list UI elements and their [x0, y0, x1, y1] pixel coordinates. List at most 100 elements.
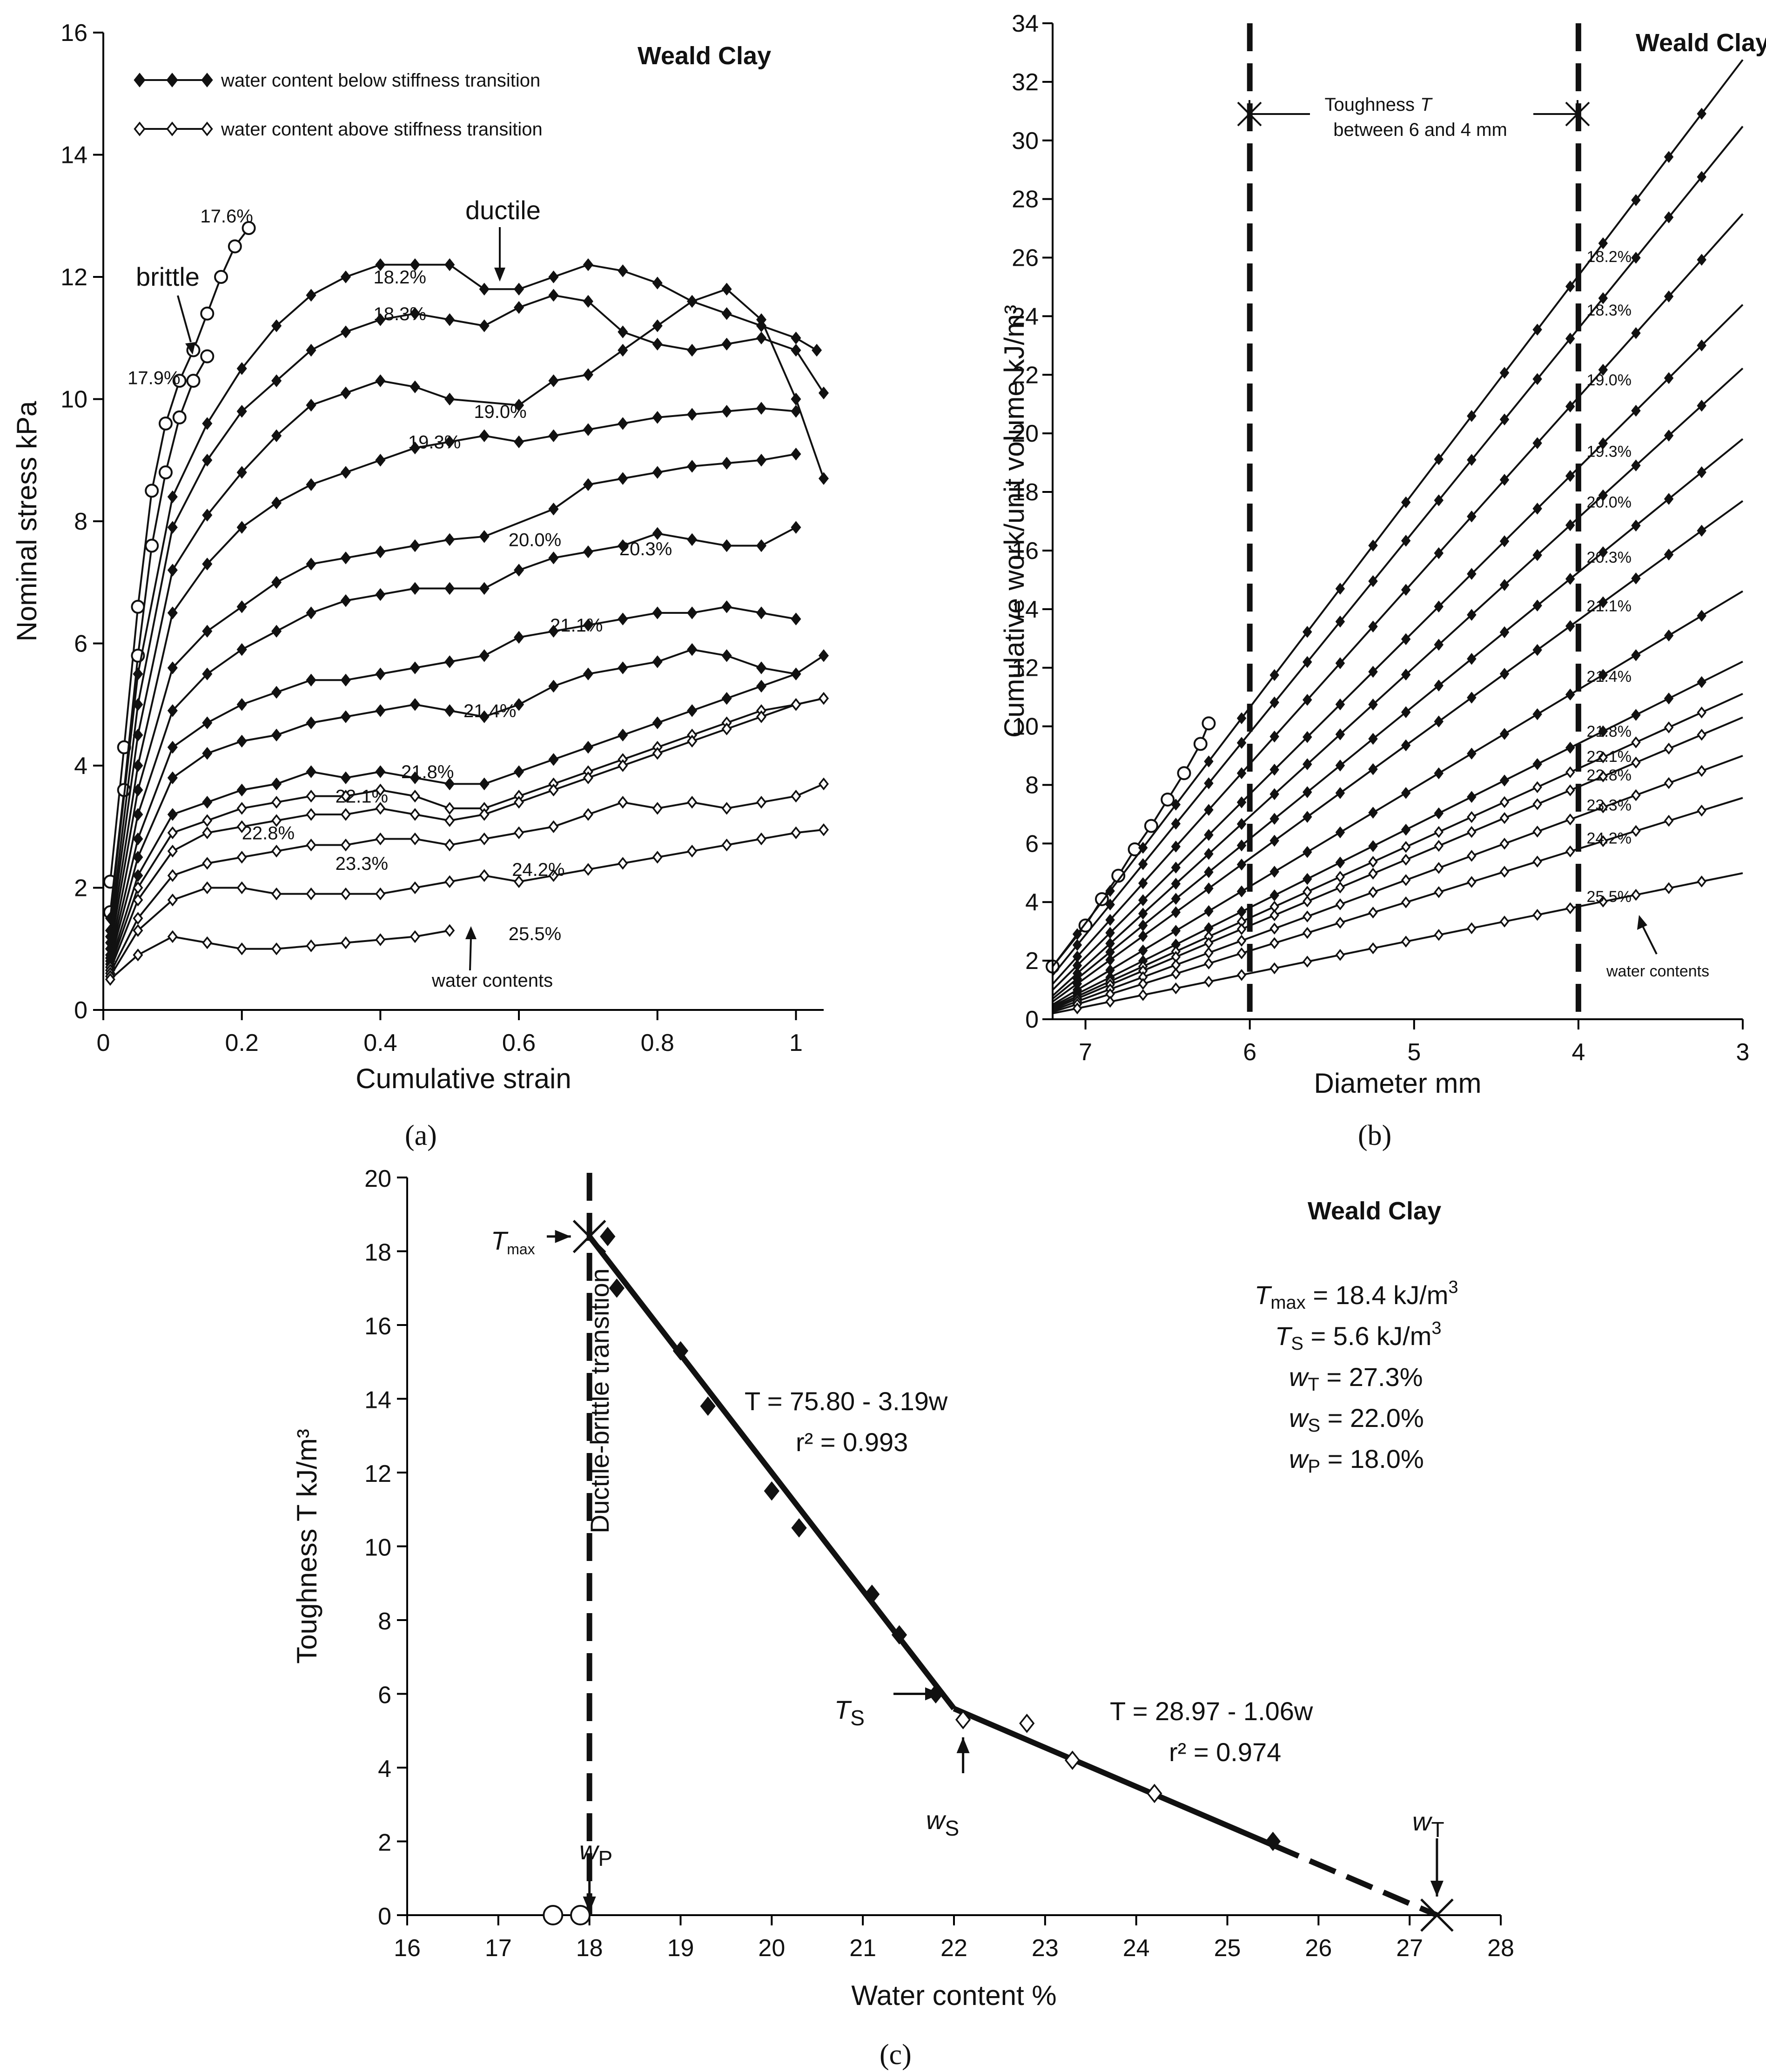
data-point-a: [721, 692, 732, 705]
fit-line-1: [587, 1235, 956, 1710]
data-point-b: [1401, 787, 1411, 799]
data-point-a: [721, 457, 732, 470]
data-point-a: [131, 599, 145, 614]
data-point-b: [1434, 886, 1444, 898]
data-point-a: [271, 728, 282, 742]
data-point-a: [791, 521, 801, 534]
data-point-a: [271, 795, 282, 809]
data-point-b: [1598, 725, 1608, 738]
circle-point-b: [1144, 819, 1158, 833]
data-point-b: [1565, 845, 1575, 858]
series-label-b: 21.8%: [1587, 723, 1632, 740]
data-point-a: [236, 600, 247, 613]
data-point-b: [1697, 108, 1706, 120]
y-tick-label-a: 12: [60, 264, 87, 291]
tmax-label: Tmax: [491, 1226, 535, 1258]
panel-b-marks: 18.2% 18.3% 19.0% 19.3% 20.0% 20.3% 21.1% 21.4%…: [1046, 23, 1744, 1019]
data-point-a: [479, 582, 490, 595]
data-point-b: [1204, 882, 1214, 895]
data-point-a: [306, 289, 316, 302]
data-point-a: [271, 429, 282, 443]
data-point-b: [1368, 763, 1378, 775]
data-point-b: [1565, 519, 1575, 531]
data-point-b: [1565, 573, 1575, 585]
data-point-b: [1499, 774, 1510, 787]
data-point-b: [1368, 539, 1378, 552]
data-point-a: [444, 392, 455, 406]
data-point-b: [1434, 840, 1444, 852]
ts-arrow-head: [925, 1687, 941, 1701]
data-point-a: [652, 716, 663, 729]
series-line-b: [1052, 716, 1743, 1010]
y-axis-label-a: Nominal stress kPa: [11, 401, 42, 641]
data-point-b: [1171, 925, 1181, 937]
data-point-a: [548, 625, 559, 638]
data-point-b: [1236, 885, 1247, 898]
data-point-b: [1401, 496, 1411, 509]
series-label-b: 19.3%: [1587, 443, 1632, 461]
data-point-a: [410, 661, 420, 674]
data-point-a: [618, 417, 628, 430]
data-point-b: [1598, 363, 1608, 376]
data-point-b: [1631, 327, 1641, 339]
toughness-annotation: Toughness T between 6 and 4 mm: [1237, 94, 1590, 149]
toughness-star-right: [1565, 100, 1590, 128]
y-tick-label-c: 18: [364, 1239, 391, 1266]
data-point-a: [583, 619, 593, 632]
data-point-a: [618, 264, 628, 277]
x-tick-label-b: 6: [1243, 1039, 1256, 1066]
data-point-b: [1598, 546, 1608, 558]
data-point-a: [236, 698, 247, 711]
data-point-a: [236, 783, 247, 797]
ts-label: TS: [834, 1695, 865, 1730]
data-point-b: [1138, 877, 1148, 889]
series-label-b: 21.4%: [1587, 668, 1632, 686]
data-point-b: [1434, 715, 1444, 728]
data-point-a: [306, 398, 316, 412]
y-tick-label-b: 2: [1025, 948, 1039, 975]
data-point-a: [548, 502, 559, 516]
series-line-b: [1052, 755, 1743, 1011]
data-point-a: [687, 295, 698, 308]
data-point-b: [1335, 615, 1345, 628]
data-point-b: [1532, 373, 1542, 385]
data-point-a: [340, 838, 351, 852]
data-point-a: [133, 893, 143, 907]
data-point-a: [306, 343, 316, 357]
data-point-a: [479, 283, 490, 296]
data-point-a: [200, 306, 215, 321]
data-point-b: [1335, 728, 1345, 740]
y-tick-label-a: 8: [74, 508, 87, 535]
data-point-b: [1138, 944, 1148, 957]
data-point-b: [1236, 712, 1247, 725]
data-point-a: [271, 686, 282, 699]
data-point-a: [167, 740, 178, 754]
data-point-b: [1434, 494, 1444, 506]
y-tick-label-c: 16: [364, 1313, 391, 1340]
data-point-a: [687, 343, 698, 357]
data-point-a: [236, 820, 247, 834]
data-point-a: [133, 783, 143, 797]
data-point-a: [721, 337, 732, 351]
data-point-b: [1401, 668, 1411, 681]
x-tick-label-c: 26: [1305, 1935, 1332, 1962]
data-point-a: [791, 447, 801, 461]
y-tick-label-b: 24: [1012, 303, 1039, 330]
data-point-b: [1697, 804, 1706, 817]
legend-marker-open: [134, 121, 146, 136]
data-point-b: [1138, 894, 1148, 907]
data-point-b: [1499, 367, 1510, 379]
data-point-b: [1499, 535, 1510, 547]
x-tick-label-c: 23: [1032, 1935, 1059, 1962]
data-point-b: [1171, 818, 1181, 830]
data-point-a: [444, 875, 455, 888]
legend-marker-filled: [201, 73, 213, 87]
data-point-b: [1138, 841, 1148, 854]
series-line-a: [109, 929, 450, 980]
data-point-a: [756, 453, 767, 467]
data-point-a: [200, 349, 215, 363]
data-point-b: [1664, 493, 1674, 505]
data-point-a: [306, 887, 316, 901]
data-point-a: [202, 716, 213, 729]
series-label-a: 21.8%: [401, 762, 454, 782]
